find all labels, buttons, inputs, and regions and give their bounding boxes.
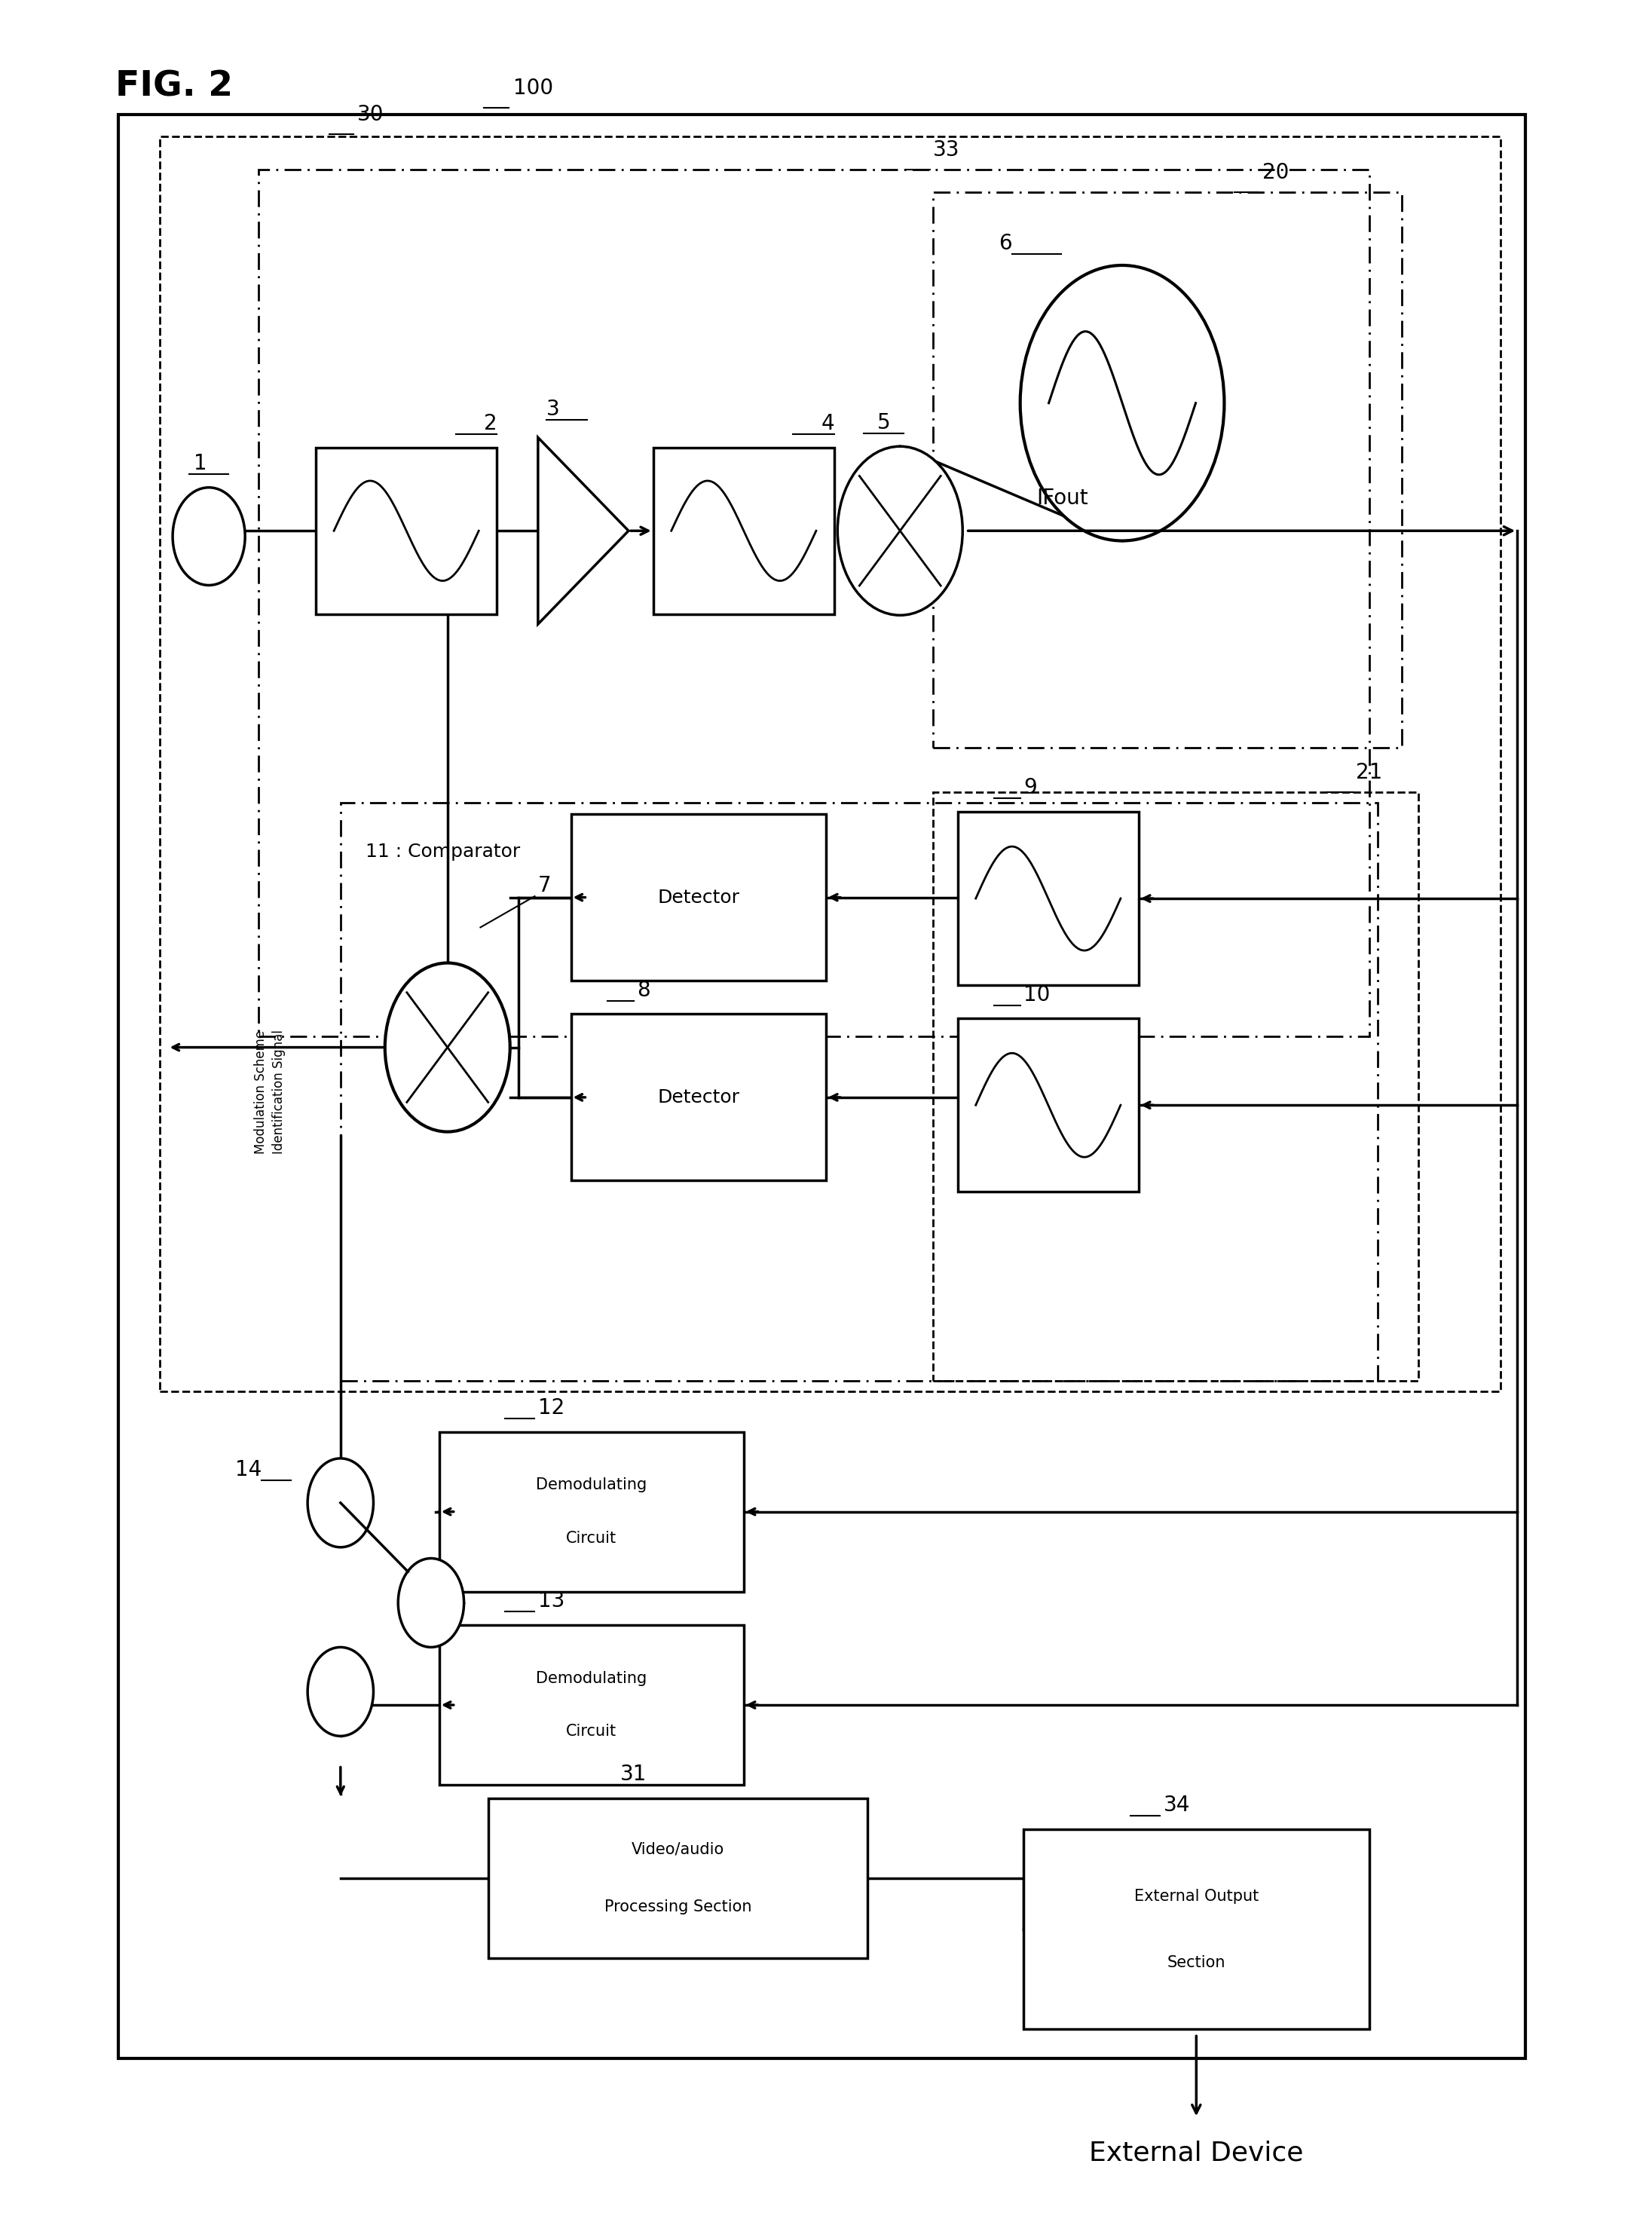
- Circle shape: [838, 446, 963, 615]
- Text: 10: 10: [1024, 985, 1051, 1005]
- Bar: [439, 1624, 743, 1785]
- Text: 4: 4: [821, 412, 834, 434]
- Text: 1: 1: [193, 452, 206, 475]
- Text: 13: 13: [539, 1591, 565, 1611]
- Bar: [958, 811, 1138, 985]
- Text: 31: 31: [620, 1765, 648, 1785]
- Text: 8: 8: [636, 980, 649, 1000]
- Text: External Device: External Device: [1089, 2141, 1303, 2166]
- Text: 11 : Comparator: 11 : Comparator: [365, 842, 520, 860]
- Text: Circuit: Circuit: [567, 1724, 616, 1740]
- Bar: [572, 1014, 826, 1181]
- Circle shape: [385, 962, 510, 1132]
- Text: IFout: IFout: [1037, 488, 1089, 508]
- Text: Detector: Detector: [657, 1087, 740, 1107]
- Text: 9: 9: [1024, 778, 1037, 798]
- Circle shape: [307, 1646, 373, 1736]
- Text: Demodulating: Demodulating: [535, 1477, 648, 1493]
- Text: 30: 30: [357, 105, 383, 125]
- Text: Processing Section: Processing Section: [605, 1900, 752, 1914]
- Bar: [1024, 1829, 1370, 2030]
- Circle shape: [1021, 265, 1224, 541]
- Text: 7: 7: [539, 876, 552, 896]
- Bar: [933, 791, 1419, 1381]
- Text: 20: 20: [1262, 163, 1289, 183]
- Circle shape: [307, 1459, 373, 1546]
- Bar: [439, 1433, 743, 1591]
- Text: Detector: Detector: [657, 889, 740, 907]
- Bar: [340, 802, 1378, 1381]
- Text: 12: 12: [539, 1397, 565, 1419]
- Text: Section: Section: [1166, 1956, 1226, 1970]
- Text: 34: 34: [1163, 1796, 1189, 1816]
- Text: External Output: External Output: [1133, 1889, 1259, 1903]
- Text: 14: 14: [235, 1459, 261, 1482]
- Text: 2: 2: [484, 412, 497, 434]
- Text: FIG. 2: FIG. 2: [116, 69, 233, 105]
- Circle shape: [173, 488, 244, 586]
- Text: 5: 5: [877, 412, 890, 432]
- Text: Modulation Scheme
Identification Signal: Modulation Scheme Identification Signal: [254, 1029, 286, 1154]
- Bar: [119, 114, 1525, 2059]
- Text: Video/audio: Video/audio: [631, 1843, 724, 1856]
- Bar: [653, 448, 834, 615]
- Text: 33: 33: [933, 140, 960, 160]
- Bar: [933, 192, 1403, 746]
- Bar: [258, 169, 1370, 1036]
- Polygon shape: [539, 437, 628, 624]
- Bar: [316, 448, 497, 615]
- Text: 3: 3: [547, 399, 560, 419]
- Text: Demodulating: Demodulating: [535, 1671, 648, 1687]
- Bar: [489, 1798, 867, 1958]
- Bar: [572, 813, 826, 980]
- Text: 6: 6: [999, 234, 1013, 254]
- Text: Circuit: Circuit: [567, 1531, 616, 1546]
- Text: 100: 100: [514, 78, 553, 98]
- Bar: [958, 1018, 1138, 1192]
- Bar: [160, 136, 1500, 1393]
- Text: 21: 21: [1356, 762, 1383, 782]
- Circle shape: [398, 1557, 464, 1646]
